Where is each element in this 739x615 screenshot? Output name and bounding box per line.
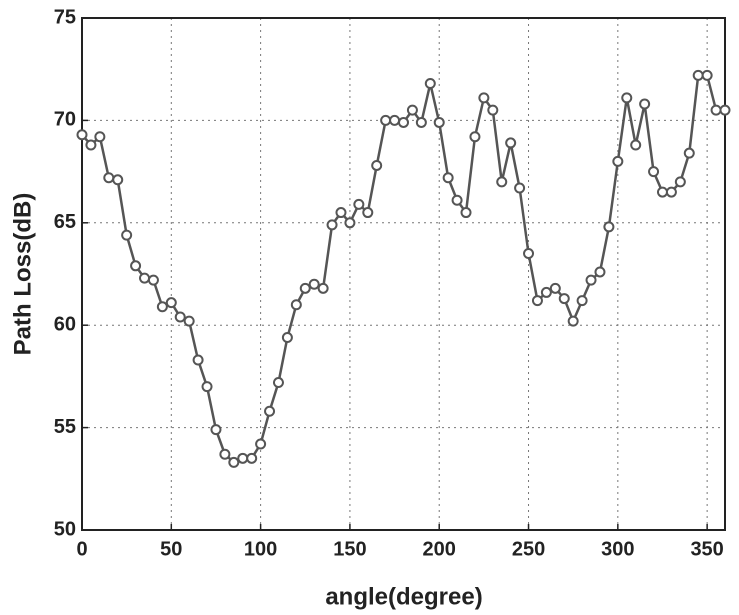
- data-point: [656, 186, 668, 198]
- data-point: [246, 452, 258, 464]
- data-point: [308, 278, 320, 290]
- data-point: [576, 295, 588, 307]
- data-point: [558, 293, 570, 305]
- data-point: [389, 114, 401, 126]
- data-point: [264, 405, 276, 417]
- x-tick-label: 50: [160, 538, 182, 560]
- data-point: [523, 248, 535, 260]
- data-point: [567, 315, 579, 327]
- data-point: [701, 69, 713, 81]
- data-point: [94, 131, 106, 143]
- data-point: [531, 295, 543, 307]
- data-point: [469, 131, 481, 143]
- data-point: [514, 182, 526, 194]
- data-point: [255, 438, 267, 450]
- data-point: [719, 104, 731, 116]
- data-point: [496, 176, 508, 188]
- data-point: [585, 274, 597, 286]
- y-tick-label: 75: [54, 6, 76, 28]
- data-point: [326, 219, 338, 231]
- data-point: [299, 282, 311, 294]
- data-point: [630, 139, 642, 151]
- data-point: [665, 186, 677, 198]
- data-point: [612, 155, 624, 167]
- data-point: [201, 381, 213, 393]
- data-point: [272, 377, 284, 389]
- data-point: [183, 315, 195, 327]
- series-line: [81, 74, 725, 464]
- data-point: [362, 207, 374, 219]
- data-point: [648, 166, 660, 178]
- data-point: [621, 92, 633, 104]
- data-point: [353, 198, 365, 210]
- data-point: [451, 194, 463, 206]
- x-tick-label: 200: [423, 538, 456, 560]
- data-point: [415, 116, 427, 128]
- data-point: [674, 176, 686, 188]
- y-tick-label: 70: [54, 109, 76, 131]
- x-tick-label: 100: [244, 538, 277, 560]
- data-point: [228, 456, 240, 468]
- data-point: [639, 98, 651, 110]
- data-point: [442, 172, 454, 184]
- data-point: [76, 129, 88, 141]
- data-point: [139, 272, 151, 284]
- plot-frame: [81, 17, 726, 531]
- data-point: [683, 147, 695, 159]
- data-point: [505, 137, 517, 149]
- y-tick-label: 55: [54, 416, 76, 438]
- data-point: [594, 266, 606, 278]
- data-point: [460, 207, 472, 219]
- data-point: [487, 104, 499, 116]
- y-tick-label: 50: [54, 518, 76, 540]
- data-point: [344, 217, 356, 229]
- x-tick-label: 250: [512, 538, 545, 560]
- data-point: [603, 221, 615, 233]
- data-point: [210, 424, 222, 436]
- data-point: [237, 452, 249, 464]
- data-point: [478, 92, 490, 104]
- data-point: [85, 139, 97, 151]
- data-point: [540, 286, 552, 298]
- y-tick-label: 65: [54, 211, 76, 233]
- data-point: [433, 116, 445, 128]
- data-point: [192, 354, 204, 366]
- data-point: [147, 274, 159, 286]
- data-point: [156, 301, 168, 313]
- data-point: [103, 172, 115, 184]
- y-axis-label: Path Loss(dB): [9, 193, 36, 356]
- data-point: [121, 229, 133, 241]
- data-point: [165, 297, 177, 309]
- data-point: [424, 78, 436, 90]
- data-point: [371, 159, 383, 171]
- data-point: [174, 311, 186, 323]
- data-point: [380, 114, 392, 126]
- data-point: [219, 448, 231, 460]
- data-point: [398, 116, 409, 128]
- data-point: [710, 104, 722, 116]
- x-axis-label: angle(degree): [325, 583, 482, 610]
- data-point: [130, 260, 142, 272]
- x-tick-label: 300: [601, 538, 634, 560]
- data-point: [692, 69, 704, 81]
- data-point: [281, 331, 293, 343]
- data-point: [335, 207, 347, 219]
- data-point: [406, 104, 418, 116]
- y-tick-label: 60: [54, 313, 76, 335]
- data-point: [549, 282, 561, 294]
- x-tick-label: 0: [76, 538, 87, 560]
- data-point: [317, 282, 329, 294]
- data-point: [112, 174, 124, 186]
- data-point: [290, 299, 302, 311]
- x-tick-label: 150: [333, 538, 366, 560]
- x-tick-label: 350: [690, 538, 723, 560]
